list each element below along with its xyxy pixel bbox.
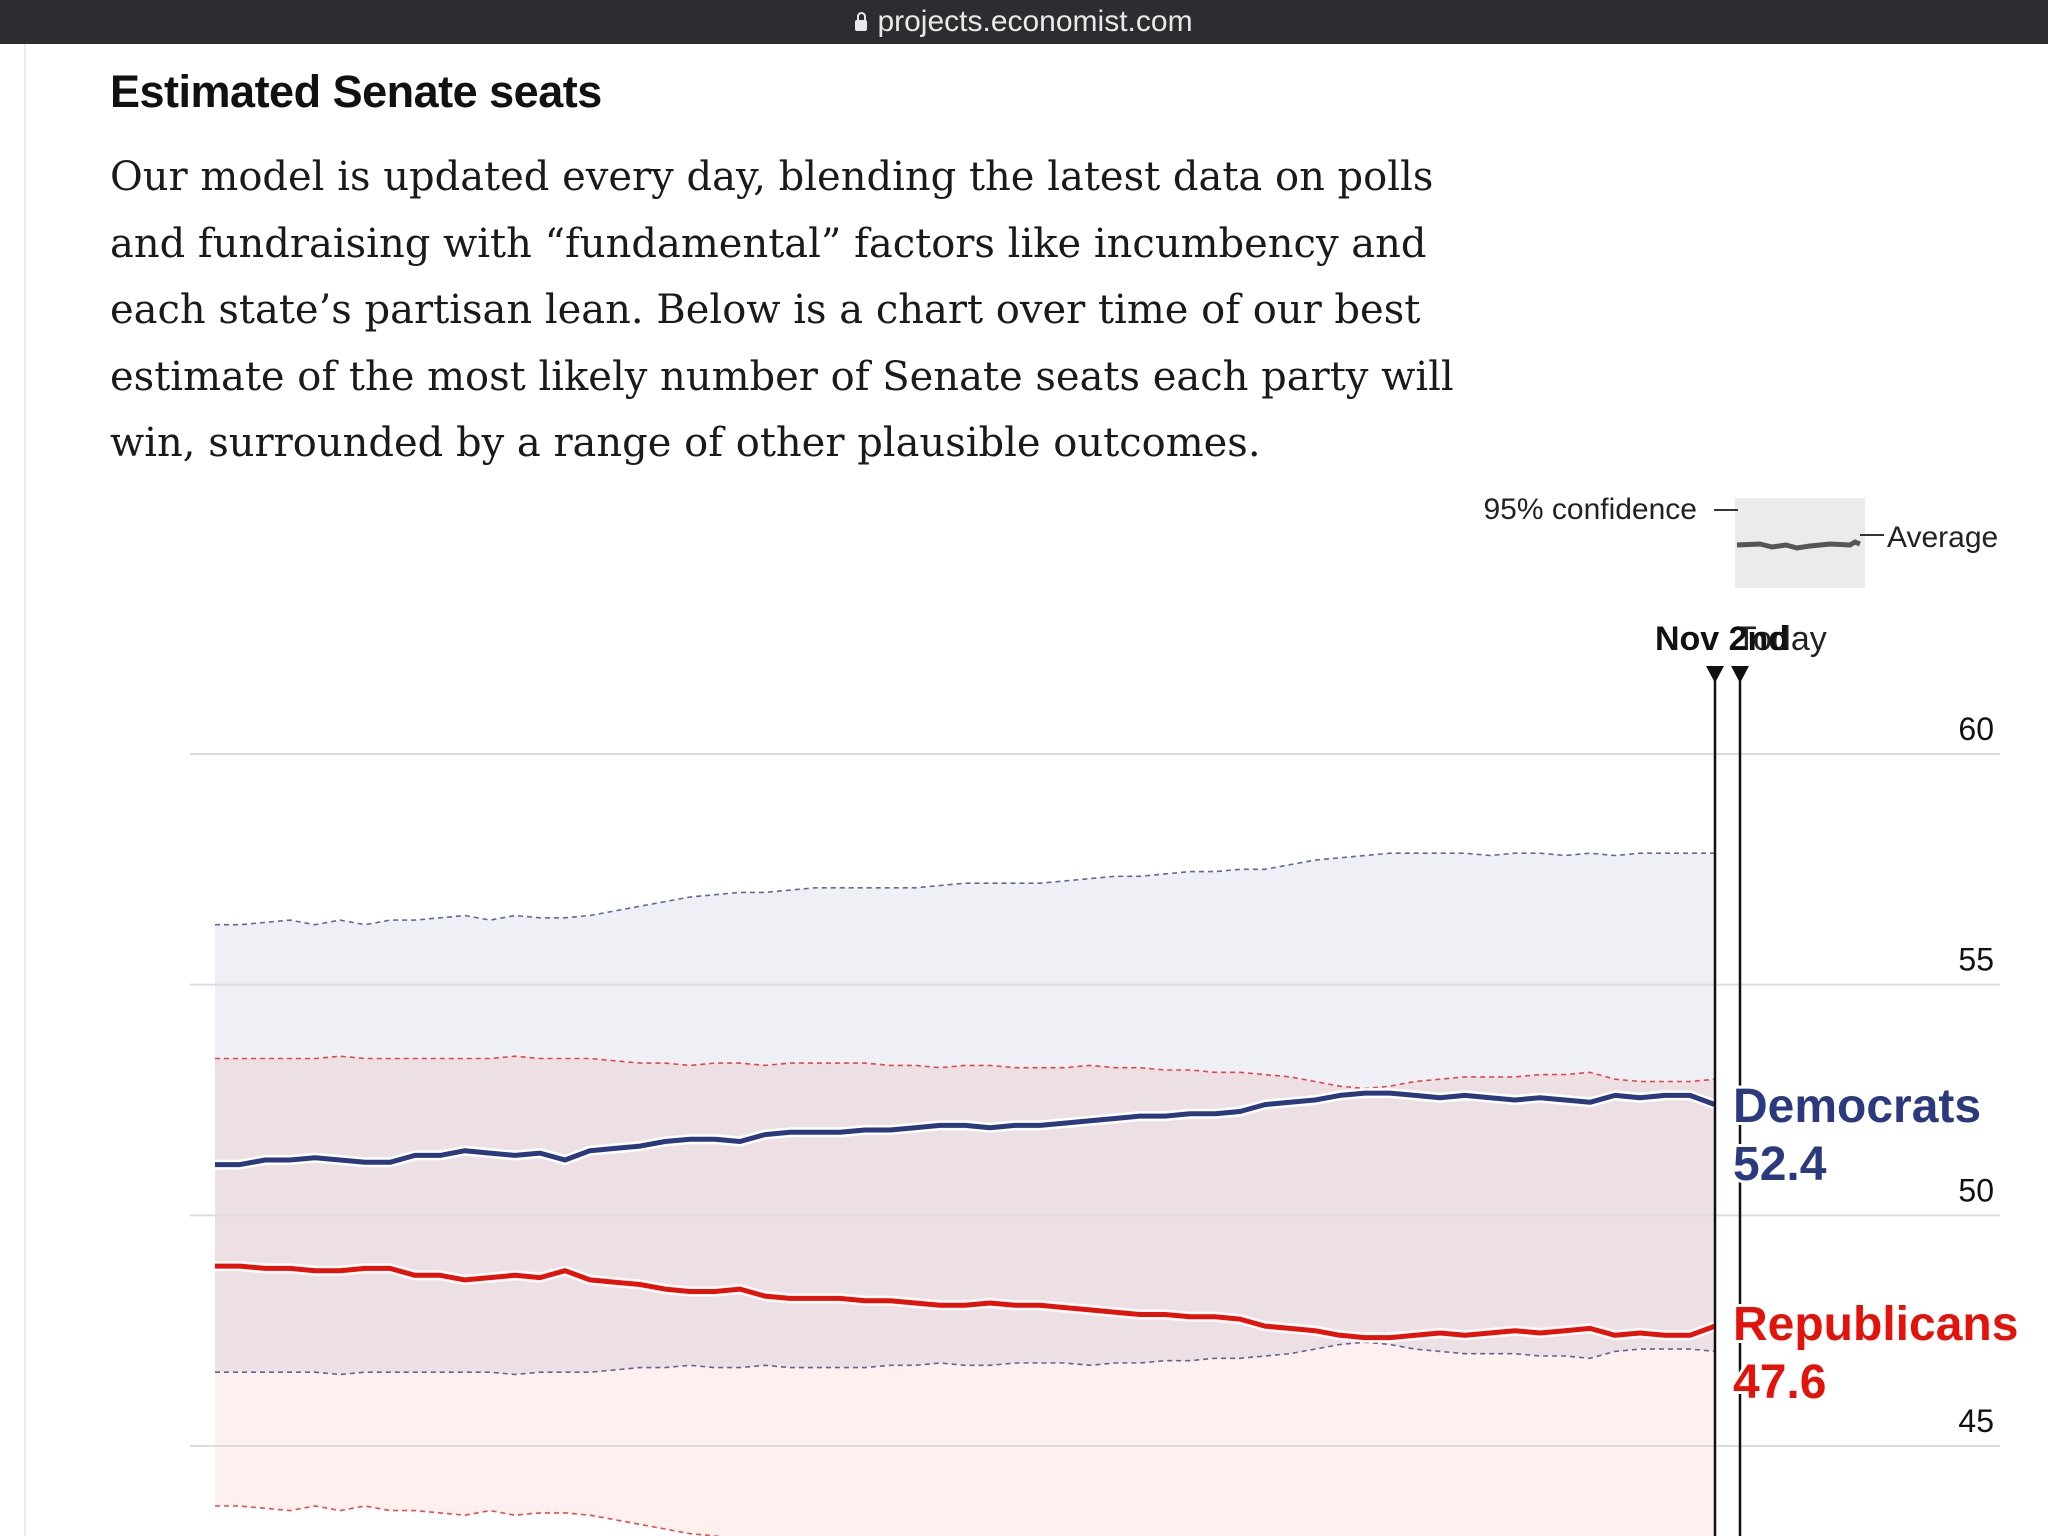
y-tick-label-55: 55 xyxy=(1958,942,1994,978)
marker-label-today: Today xyxy=(1736,620,1827,658)
democrats-upper-bound xyxy=(215,852,1715,926)
democrats-average-line xyxy=(215,1090,1716,1168)
lock-icon xyxy=(855,11,868,31)
marker-arrow-today xyxy=(1731,666,1749,683)
page-left-rule xyxy=(24,44,26,1536)
url-text: projects.economist.com xyxy=(877,5,1193,38)
democrats-end-value: 52.4 xyxy=(1733,1138,1827,1191)
republicans-series-label: Republicans xyxy=(1733,1298,2018,1351)
y-tick-label-45: 45 xyxy=(1958,1403,1994,1439)
legend-average-swatch xyxy=(1736,539,1861,551)
republicans-average-line xyxy=(215,1263,1716,1341)
republicans-lower-bound xyxy=(215,1505,724,1536)
republicans-end-value: 47.6 xyxy=(1733,1356,1826,1409)
democrats-series-label: Democrats xyxy=(1733,1080,1981,1133)
marker-label-nov-2nd: Nov 2nd xyxy=(1655,620,1789,658)
republicans-upper-bound xyxy=(215,1055,1716,1090)
y-tick-label-60: 60 xyxy=(1958,711,1994,747)
browser-url-bar[interactable]: projects.economist.com xyxy=(0,0,2048,44)
section-description: Our model is updated every day, blending… xyxy=(110,154,1454,466)
legend-line-label: Average xyxy=(1887,521,1998,554)
legend-band-label: 95% confidence xyxy=(1484,493,1698,526)
y-tick-label-50: 50 xyxy=(1958,1172,1994,1208)
section-title: Estimated Senate seats xyxy=(110,66,602,117)
democrats-lower-bound xyxy=(215,1341,1716,1376)
marker-arrow-nov-2nd xyxy=(1706,666,1724,683)
plot-area xyxy=(190,753,2000,1536)
